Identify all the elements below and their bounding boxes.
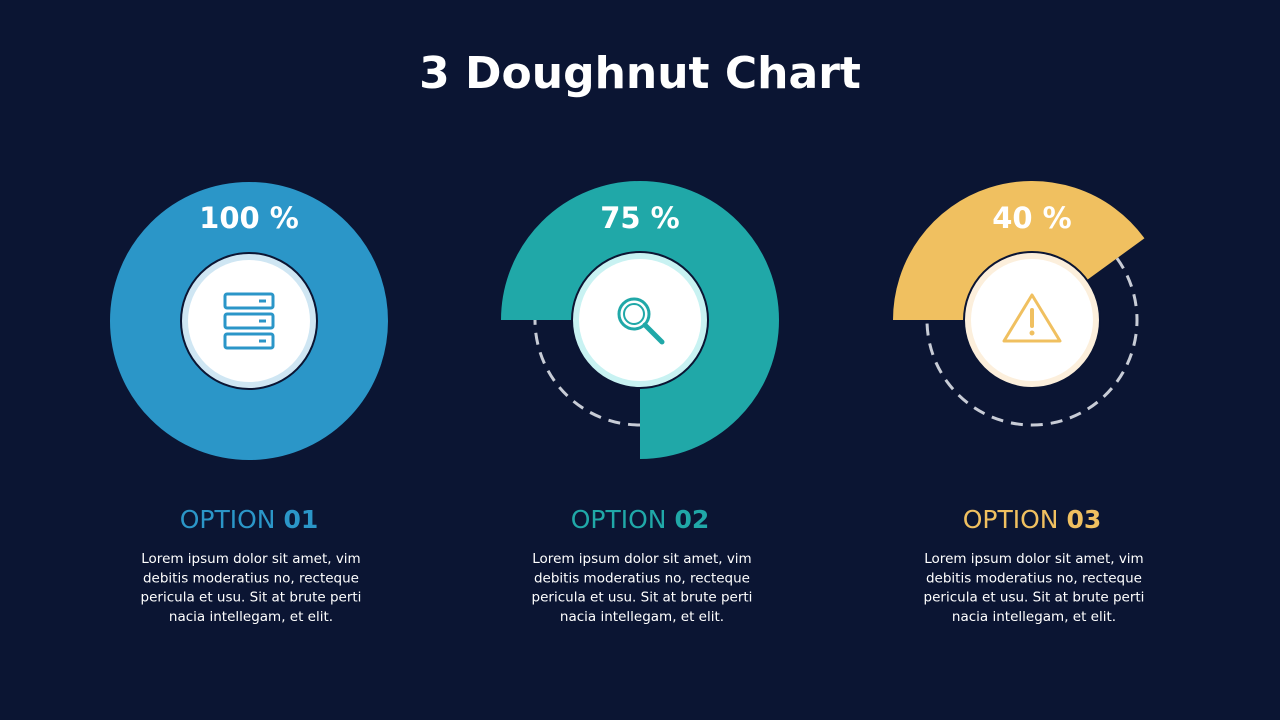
center-disc — [188, 260, 310, 382]
option-label: OPTION 03 — [963, 505, 1102, 534]
value-label: 75 % — [600, 201, 680, 235]
description-line: pericula et usu. Sit at brute perti — [532, 590, 753, 606]
option-number: 03 — [1066, 505, 1101, 534]
description-line: pericula et usu. Sit at brute perti — [924, 590, 1145, 606]
description-line: nacia intellegam, et elit. — [169, 609, 333, 625]
description-line: nacia intellegam, et elit. — [952, 609, 1116, 625]
center-disc — [579, 259, 701, 381]
option-word: OPTION — [963, 505, 1059, 534]
remaining-track — [925, 257, 1139, 427]
description-line: nacia intellegam, et elit. — [560, 609, 724, 625]
remaining-track — [533, 319, 641, 427]
option-number: 01 — [283, 505, 318, 534]
doughnut-segment — [893, 181, 1145, 322]
option-number: 02 — [674, 505, 709, 534]
doughnut-chart: 75 % OPTION 02 Lorem ipsum dolor sit amet,… — [501, 181, 779, 625]
doughnut-segment — [501, 181, 779, 459]
value-label: 100 % — [199, 201, 299, 235]
description-line: debitis moderatius no, recteque — [926, 570, 1142, 586]
icon-part — [642, 322, 665, 345]
option-word: OPTION — [180, 505, 276, 534]
doughnut-chart: 100 % OPTION 01 Lorem ipsum dolor sit amet… — [110, 182, 389, 625]
icon-part — [623, 303, 645, 325]
icon-part — [1002, 293, 1062, 343]
icon-part — [223, 332, 275, 350]
description-line: Lorem ipsum dolor sit amet, vim — [141, 551, 360, 567]
doughnut-chart: 40 % OPTION 03 Lorem ipsum dolor sit amet,… — [893, 181, 1145, 625]
value-label: 40 % — [992, 201, 1072, 235]
option-word: OPTION — [571, 505, 667, 534]
slide-title: 3 Doughnut Chart — [419, 48, 861, 99]
option-label: OPTION 01 — [180, 505, 319, 534]
description-line: pericula et usu. Sit at brute perti — [141, 590, 362, 606]
description-line: debitis moderatius no, recteque — [534, 570, 750, 586]
doughnut-segment — [110, 182, 389, 460]
icon-part — [223, 292, 275, 310]
description-line: Lorem ipsum dolor sit amet, vim — [532, 551, 751, 567]
option-label: OPTION 02 — [571, 505, 710, 534]
icon-part — [1029, 330, 1035, 336]
description-line: debitis moderatius no, recteque — [143, 570, 359, 586]
description-line: Lorem ipsum dolor sit amet, vim — [924, 551, 1143, 567]
icon-part — [617, 297, 651, 331]
icon-part — [223, 312, 275, 330]
